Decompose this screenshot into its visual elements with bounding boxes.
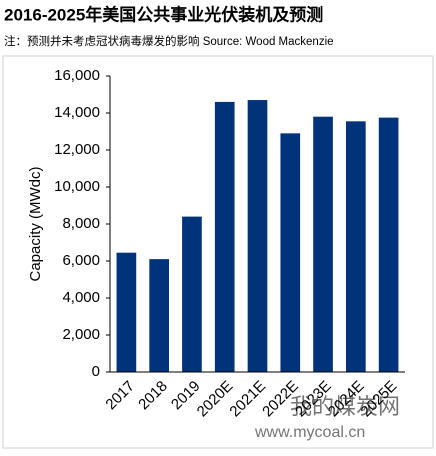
watermark: www.mycoal.cn xyxy=(254,424,365,441)
x-tick-label: 2021E xyxy=(226,378,269,421)
y-tick-label: 16,000 xyxy=(54,67,100,84)
y-axis-label: Capacity (MWdc) xyxy=(27,166,44,281)
x-tick-label: 2018 xyxy=(135,378,171,414)
bar xyxy=(247,100,268,373)
y-tick-label: 2,000 xyxy=(62,326,100,343)
y-tick-label: 0 xyxy=(92,363,100,380)
watermark: 我的煤炭网 xyxy=(290,394,400,419)
y-tick-label: 14,000 xyxy=(54,104,100,121)
bar xyxy=(346,121,366,372)
bar xyxy=(149,259,169,372)
chart-subtitle: 注：预测并未考虑冠状病毒爆发的影响 Source: Wood Mackenzie xyxy=(4,34,334,48)
bar xyxy=(182,216,202,372)
x-tick-label: 2020E xyxy=(194,378,237,421)
bar xyxy=(280,133,301,372)
chart-frame xyxy=(2,55,434,449)
chart-title: 2016-2025年美国公共事业光伏装机及预测 xyxy=(4,4,323,24)
y-tick-label: 4,000 xyxy=(62,289,100,306)
y-tick-label: 8,000 xyxy=(62,215,100,232)
y-tick-label: 6,000 xyxy=(62,252,100,269)
y-tick-label: 12,000 xyxy=(54,141,100,158)
bar xyxy=(378,117,399,372)
bar xyxy=(214,101,235,373)
bar xyxy=(313,116,333,372)
x-tick-label: 2017 xyxy=(102,378,138,414)
y-tick-label: 10,000 xyxy=(54,178,100,195)
bar xyxy=(116,252,137,372)
